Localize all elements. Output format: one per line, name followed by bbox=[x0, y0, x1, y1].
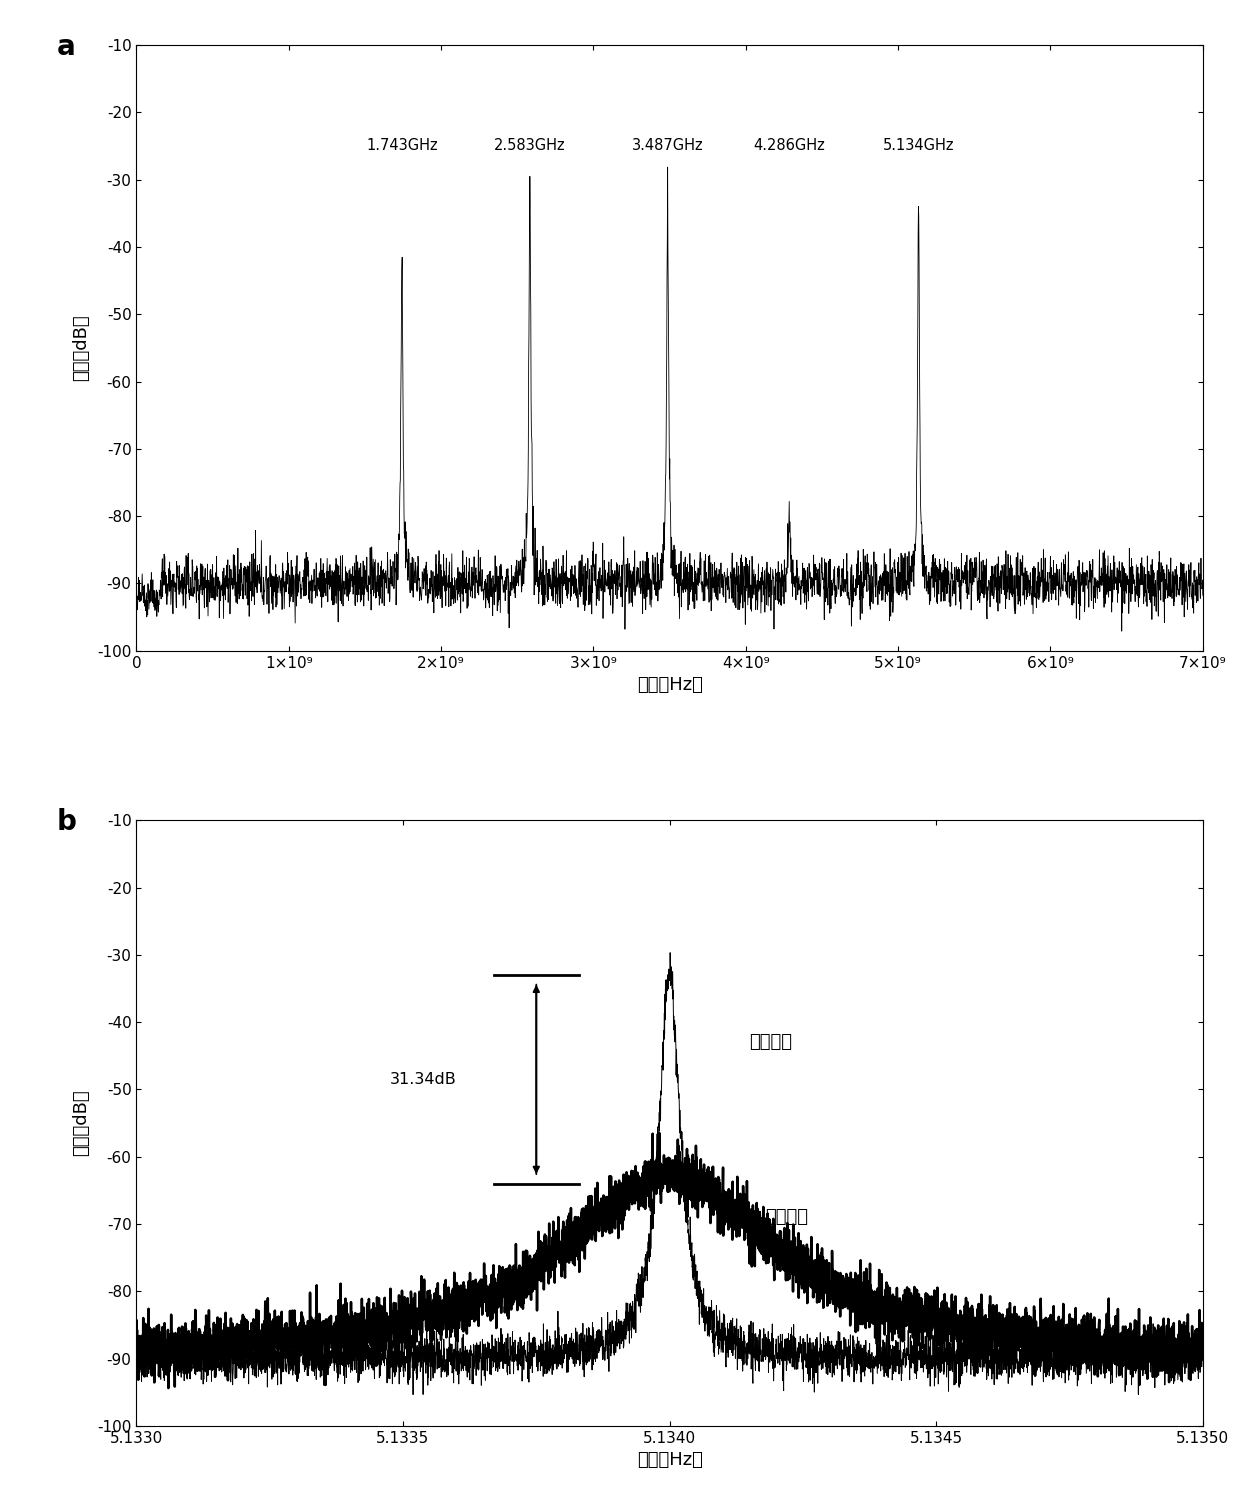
Y-axis label: 功率（dB）: 功率（dB） bbox=[72, 1090, 91, 1156]
Text: a: a bbox=[57, 33, 76, 62]
Text: 4.286GHz: 4.286GHz bbox=[754, 138, 825, 153]
Text: 5.134GHz: 5.134GHz bbox=[883, 138, 955, 153]
Text: 31.34dB: 31.34dB bbox=[389, 1072, 456, 1087]
Text: 3.487GHz: 3.487GHz bbox=[632, 138, 703, 153]
Text: b: b bbox=[57, 808, 77, 836]
X-axis label: 频率（Hz）: 频率（Hz） bbox=[636, 1451, 703, 1469]
Y-axis label: 功率（dB）: 功率（dB） bbox=[72, 315, 91, 381]
X-axis label: 频率（Hz）: 频率（Hz） bbox=[636, 675, 703, 693]
Text: 1.743GHz: 1.743GHz bbox=[366, 138, 438, 153]
Text: 有反馈环: 有反馈环 bbox=[749, 1033, 792, 1051]
Text: 2.583GHz: 2.583GHz bbox=[494, 138, 565, 153]
Text: 无反馈环: 无反馈环 bbox=[765, 1208, 808, 1226]
